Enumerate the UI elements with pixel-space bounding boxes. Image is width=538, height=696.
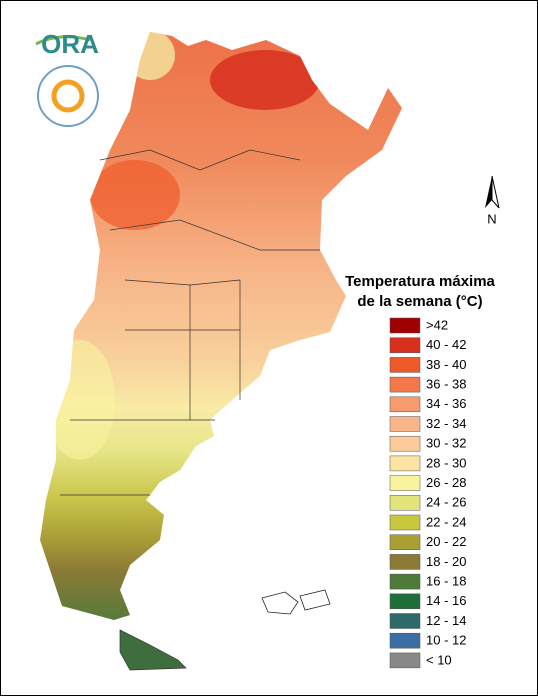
logo-swoosh xyxy=(35,35,91,46)
legend-swatch xyxy=(389,317,421,334)
seal-emblem xyxy=(51,79,85,113)
legend-label: 32 - 34 xyxy=(426,416,466,431)
legend-label: 24 - 26 xyxy=(426,495,466,510)
compass-label: N xyxy=(487,211,496,226)
province-borders xyxy=(60,149,320,496)
island xyxy=(261,591,299,615)
compass: N xyxy=(485,175,500,226)
legend-title: Temperatura máxima xyxy=(345,273,495,290)
tierra-del-fuego xyxy=(119,629,187,671)
legend: Temperatura máxima de la semana (°C) >42 40… xyxy=(345,273,496,669)
legend-label: 10 - 12 xyxy=(426,633,466,648)
legend-swatch xyxy=(389,435,421,452)
legend-swatch xyxy=(389,455,421,472)
legend-swatch xyxy=(389,396,421,413)
legend-swatch xyxy=(389,416,421,432)
legend-swatch xyxy=(389,376,421,393)
legend-label: 38 - 40 xyxy=(426,357,466,372)
border-line xyxy=(60,149,320,496)
compass-arrow xyxy=(485,176,492,208)
island xyxy=(299,589,331,611)
legend-label: 12 - 14 xyxy=(426,613,466,628)
legend-swatch xyxy=(389,495,421,511)
legend-label: 22 - 24 xyxy=(426,514,466,529)
hot-zone xyxy=(210,50,320,110)
legend-swatch xyxy=(389,613,421,629)
legend-label: 30 - 32 xyxy=(426,436,466,451)
compass-arrow xyxy=(491,175,500,209)
legend-label: 14 - 16 xyxy=(426,593,466,608)
legend-label: 18 - 20 xyxy=(426,554,466,569)
legend-label: 28 - 30 xyxy=(426,455,466,470)
legend-label: 34 - 36 xyxy=(426,396,466,411)
legend-swatch xyxy=(389,652,421,669)
legend-label: 16 - 18 xyxy=(426,574,466,589)
legend-swatch xyxy=(389,593,421,610)
legend-label: 40 - 42 xyxy=(426,337,466,352)
legend-label: 36 - 38 xyxy=(426,377,466,392)
legend-swatch xyxy=(389,357,421,373)
legend-swatch xyxy=(389,534,421,550)
seal xyxy=(37,65,99,127)
legend-title: de la semana (°C) xyxy=(357,293,482,310)
legend-label: 20 - 22 xyxy=(426,534,466,549)
legend-label: 26 - 28 xyxy=(426,475,466,490)
legend-swatch xyxy=(389,573,421,590)
legend-swatch xyxy=(389,632,421,649)
logo: ORA xyxy=(35,29,99,127)
legend-swatch xyxy=(389,554,421,570)
malvinas xyxy=(261,589,331,615)
logo-text: ORA xyxy=(41,29,99,59)
legend-swatch xyxy=(389,514,421,531)
legend-label: >42 xyxy=(426,317,448,332)
legend-swatch xyxy=(389,337,421,353)
legend-label: < 10 xyxy=(426,652,452,667)
hot-zone xyxy=(90,160,180,230)
legend-swatch xyxy=(389,475,421,491)
